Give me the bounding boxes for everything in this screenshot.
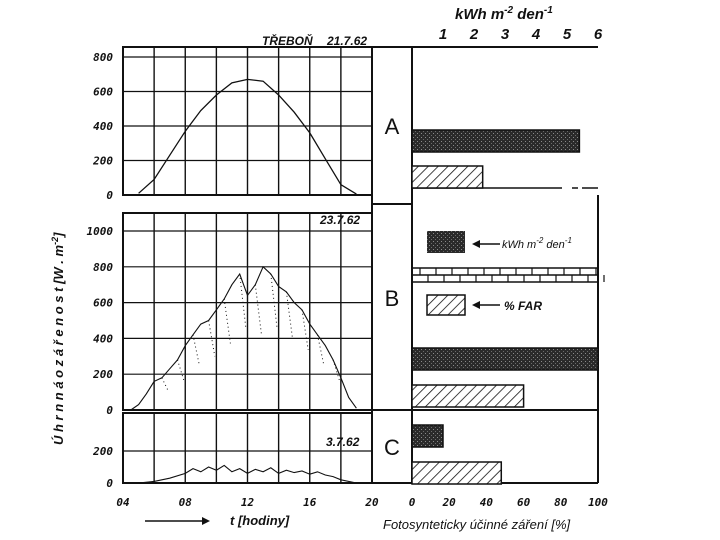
brick-separator [412,267,605,283]
bar-c-energy [411,424,444,448]
ytick-label-a: 400 [93,120,113,133]
bar-c-far [411,461,503,485]
series-line-b [130,265,357,411]
legend-energy-arrow [472,240,500,248]
panel-label-a: A [385,114,400,139]
ytick-label-b: 200 [92,368,113,381]
legend-far-arrow [472,301,500,309]
legend-energy-swatch [427,231,465,253]
ytick-label-a: 0 [106,189,113,202]
ytick-label-c: 0 [106,477,113,490]
panel-label-b: B [385,286,400,311]
legend-far-label: % FAR [504,299,542,313]
bottom-tick-label: 80 [554,496,568,509]
ytick-label-b: 800 [93,261,113,274]
top-tick-label: 3 [501,26,510,43]
series-line-a [138,78,357,195]
ytick-label-b: 400 [93,332,113,345]
ytick-label-a: 600 [93,86,113,99]
panel-c-date: 3.7.62 [326,435,360,449]
series-dots-b [161,377,169,391]
ytick-label-b: 0 [106,404,113,417]
bar-a-energy [411,129,581,153]
ytick-label-b: 600 [93,297,113,310]
bottom-tick-label: 20 [442,496,457,509]
series-dots-b [177,359,185,381]
label-column [371,46,413,484]
gridlines [123,47,372,483]
station-title: TŘEBOŇ [262,33,313,48]
legend-far-swatch [426,294,466,316]
top-tick-label: 5 [563,26,572,43]
panel-a-date: 21.7.62 [326,34,367,48]
series-dots-b [192,334,200,366]
series-dots-b [223,298,231,344]
bottom-tick-label: 60 [517,496,531,509]
top-tick-label: 4 [531,26,541,43]
top-tick-label: 1 [439,26,447,43]
ytick-label-b: 1000 [87,225,114,238]
legend-energy-label: kWh m-2 den-1 [502,236,572,251]
panel-gap [124,196,371,212]
xtick-label: 08 [179,496,193,509]
top-tick-label: 6 [594,26,603,43]
ytick-label-a: 800 [93,51,113,64]
xtick-label: 16 [303,496,317,509]
x-axis-label-left: t [hodiny] [230,513,290,528]
xtick-label: 20 [364,496,379,509]
ytick-label-c: 200 [92,445,113,458]
top-axis-label: kWh m-2 den-1 [455,5,553,23]
x-axis-label-right: Fotosynteticky účinné záření [%] [383,517,571,532]
time-arrow [145,517,210,525]
ytick-label-a: 200 [92,155,113,168]
series-dots-b [301,309,309,350]
top-tick-label: 2 [469,26,479,43]
bar-a-far [411,165,484,189]
bar-b-energy [411,347,599,371]
xtick-label: 04 [116,496,130,509]
series-line-c [138,464,357,484]
series-dots-b [254,284,262,335]
panel-label-c: C [384,435,400,460]
xtick-label: 12 [241,496,255,509]
panel-b-date: 23.7.62 [319,213,360,227]
bar-b-far [411,384,525,408]
bottom-tick-label: 0 [409,496,416,509]
bottom-tick-label: 100 [588,496,608,509]
bottom-tick-label: 40 [480,496,494,509]
y-axis-label: Ú h r n n á o z á ř e n o s t [W . m-2] [50,232,66,445]
